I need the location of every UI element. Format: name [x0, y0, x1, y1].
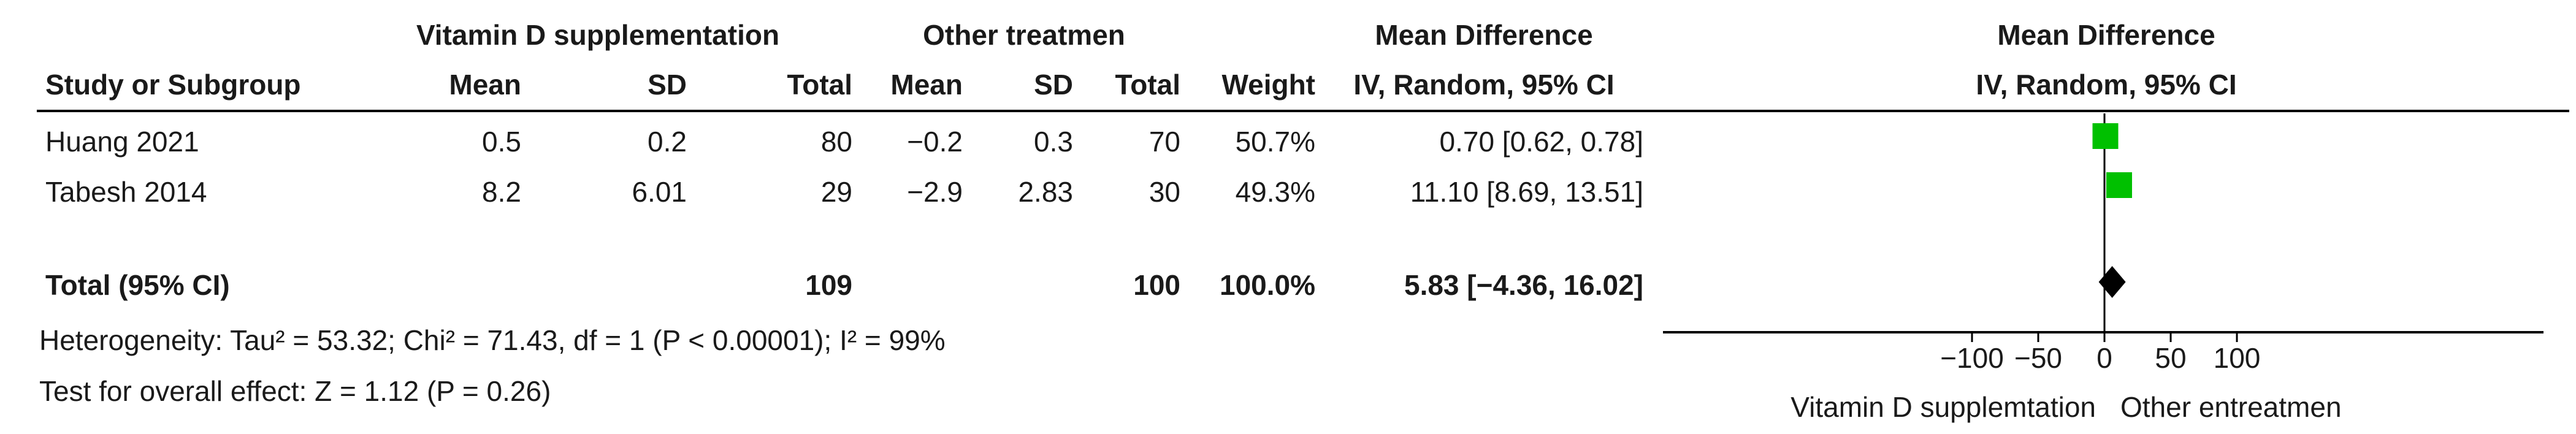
total1-value: 80 — [820, 126, 852, 158]
mean1-header: Mean — [449, 69, 521, 101]
study-column-header: Study or Subgroup — [45, 69, 301, 101]
sd2-value: 0.3 — [1034, 126, 1073, 158]
total-label: Total (95% CI) — [45, 269, 230, 301]
total2-sum: 100 — [1133, 269, 1180, 301]
x-tick-label: 100 — [2214, 342, 2261, 374]
x-tick-label: 0 — [2096, 342, 2112, 374]
mean2-value: −2.9 — [907, 176, 963, 208]
total1-value: 29 — [820, 176, 852, 208]
mean2-value: −0.2 — [907, 126, 963, 158]
favours-right-label: Other entreatmen — [2120, 391, 2342, 423]
total2-value: 70 — [1148, 126, 1180, 158]
total1-header: Total — [787, 69, 852, 101]
heterogeneity-text: Heterogeneity: Tau² = 53.32; Chi² = 71.4… — [39, 324, 946, 356]
plot-method: IV, Random, 95% CI — [1976, 69, 2237, 101]
md-column-header: Mean Difference — [1375, 19, 1593, 51]
plot-title: Mean Difference — [1997, 19, 2215, 51]
weight-value: 50.7% — [1235, 126, 1315, 158]
study-marker — [2106, 172, 2132, 198]
pooled-diamond — [2098, 266, 2126, 298]
overall-effect-text: Test for overall effect: Z = 1.12 (P = 0… — [39, 375, 551, 407]
mean1-value: 8.2 — [482, 176, 521, 208]
group1-header: Vitamin D supplementation — [416, 19, 780, 51]
mean1-value: 0.5 — [482, 126, 521, 158]
sd1-header: SD — [648, 69, 687, 101]
total-weight: 100.0% — [1219, 269, 1315, 301]
total1-sum: 109 — [805, 269, 852, 301]
x-tick-label: −100 — [1940, 342, 2004, 374]
study-name: Huang 2021 — [45, 126, 199, 158]
ci-value: 11.10 [8.69, 13.51] — [1410, 176, 1643, 208]
sd1-value: 6.01 — [632, 176, 687, 208]
weight-value: 49.3% — [1235, 176, 1315, 208]
method-header: IV, Random, 95% CI — [1353, 69, 1615, 101]
study-marker — [2092, 123, 2119, 149]
group2-header: Other treatmen — [923, 19, 1125, 51]
study-name: Tabesh 2014 — [45, 176, 207, 208]
total2-value: 30 — [1148, 176, 1180, 208]
x-tick-label: 50 — [2155, 342, 2186, 374]
x-tick-label: −50 — [2014, 342, 2062, 374]
ci-value: 0.70 [0.62, 0.78] — [1439, 126, 1644, 158]
header-divider — [37, 110, 2569, 112]
weight-header: Weight — [1221, 69, 1315, 101]
favours-left-label: Vitamin D supplemtation — [1791, 391, 2096, 423]
total2-header: Total — [1115, 69, 1180, 101]
sd2-header: SD — [1034, 69, 1073, 101]
sd2-value: 2.83 — [1018, 176, 1073, 208]
mean2-header: Mean — [890, 69, 963, 101]
sd1-value: 0.2 — [648, 126, 687, 158]
total-ci: 5.83 [−4.36, 16.02] — [1404, 269, 1643, 301]
